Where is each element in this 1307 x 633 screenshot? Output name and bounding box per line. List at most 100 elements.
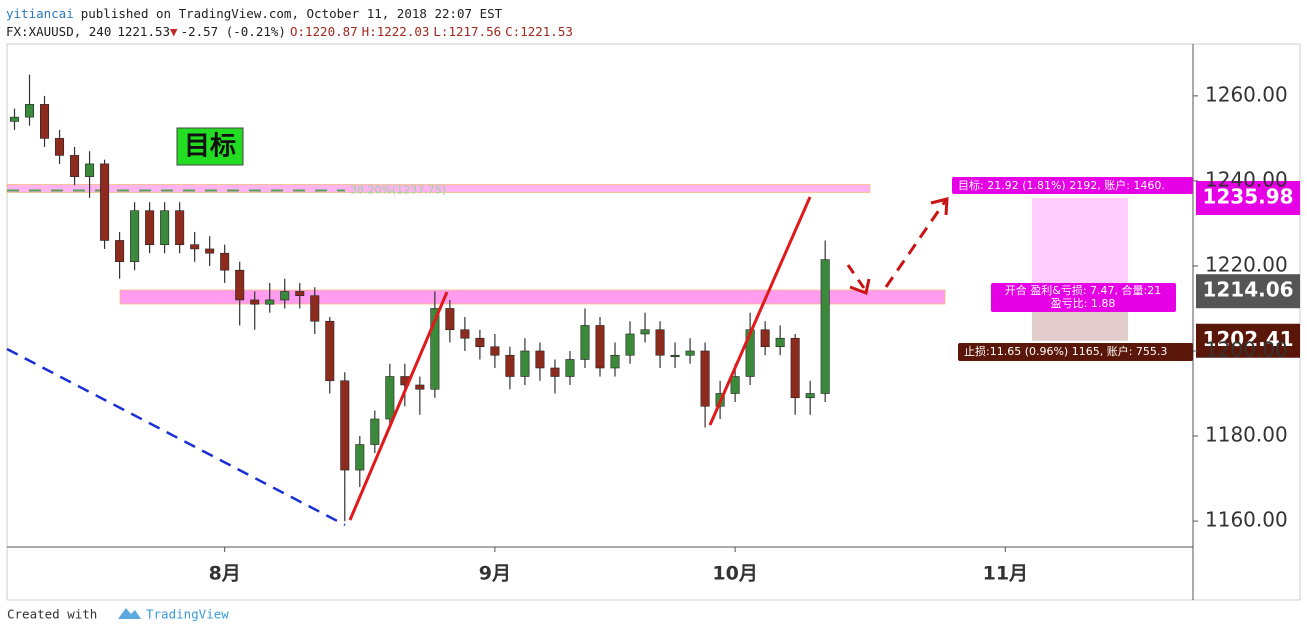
y-tick-label: 1200.00 — [1205, 337, 1288, 361]
published: published on TradingView.com, October 11… — [81, 6, 503, 21]
forecast-arrow — [884, 199, 948, 288]
annotations-back: 38.20%(1237.75) — [6, 183, 946, 305]
y-tick-label: 1260.00 — [1205, 82, 1288, 106]
fib-zone — [6, 184, 871, 193]
candle-body — [475, 337, 485, 348]
candle-body — [205, 248, 215, 254]
candle-body — [40, 104, 50, 139]
forecast-arrow — [846, 264, 868, 292]
candle-body — [685, 350, 695, 356]
last-price: 1221.53 — [117, 24, 170, 39]
trend-line — [708, 196, 812, 426]
quote-line: FX:XAUUSD, 240 1221.53▼ -2.57 (-0.21%) O:12… — [6, 24, 573, 39]
fib-label: 38.20%(1237.75) — [350, 183, 446, 196]
candle-body — [220, 252, 230, 271]
candle-body — [130, 210, 140, 262]
candle-body — [820, 259, 830, 394]
trend-line — [6, 347, 346, 527]
price-tag — [1196, 181, 1300, 216]
candle-body — [775, 337, 785, 348]
x-tick-label: 8月 — [209, 563, 241, 585]
candle-body — [790, 337, 800, 399]
candle-body — [370, 418, 380, 445]
candle-body — [25, 104, 35, 118]
candle-body — [160, 210, 170, 245]
candle-body — [100, 163, 110, 241]
candle-body — [550, 367, 560, 377]
candle-body — [595, 325, 605, 369]
candle-body — [640, 329, 650, 335]
candle-body — [385, 376, 395, 420]
price-tag — [1196, 323, 1300, 358]
candle-body — [430, 308, 440, 390]
candle-body — [670, 354, 680, 358]
candle-body — [700, 350, 710, 407]
high: H:1222.03 — [362, 24, 430, 39]
candle-body — [580, 325, 590, 360]
price-tag-label: 1214.06 — [1202, 278, 1293, 302]
annotations-front: 目标 — [6, 127, 949, 527]
candle-body — [340, 380, 350, 471]
footer-brand: TradingView — [146, 607, 229, 622]
symbol: FX:XAUUSD, 240 — [6, 24, 111, 39]
candle-body — [190, 244, 200, 250]
candle-body — [445, 308, 455, 331]
author: yitiancai — [6, 6, 74, 21]
candle-body — [145, 210, 155, 245]
candle-body — [490, 346, 500, 356]
entry-label-box — [991, 283, 1176, 312]
candle-body — [520, 350, 530, 377]
target-badge — [176, 127, 244, 166]
candle-body — [235, 269, 245, 301]
candle-body — [85, 163, 95, 177]
publish-line: yitiancai published on TradingView.com, O… — [6, 6, 503, 21]
candle-body — [10, 116, 20, 122]
candle-body — [460, 329, 470, 339]
candle-body — [115, 240, 125, 262]
close: C:1221.53 — [505, 24, 573, 39]
entry-label: 盈亏比: 1.88 — [1051, 297, 1116, 310]
y-tick-label: 1160.00 — [1205, 508, 1288, 532]
x-tick-label: 11月 — [983, 563, 1028, 585]
price-tag — [1196, 274, 1300, 309]
candle-body — [535, 350, 545, 369]
y-tick-label: 1180.00 — [1205, 423, 1288, 447]
candle-body — [730, 376, 740, 394]
change: -2.57 (-0.21%) — [181, 24, 286, 39]
candle-body — [325, 320, 335, 382]
profit-zone — [1032, 198, 1128, 292]
candle-body — [655, 329, 665, 356]
candle-body — [610, 354, 620, 369]
y-tick-label: 1240.00 — [1205, 167, 1288, 191]
candle-body — [625, 333, 635, 356]
entry-label: 开合 盈利&亏损: 7.47, 合量:21 — [1005, 283, 1161, 297]
y-tick-label: 1220.00 — [1205, 252, 1288, 276]
candle-body — [295, 291, 305, 297]
candles — [10, 74, 830, 522]
open: O:1220.87 — [290, 24, 358, 39]
trend-line — [348, 291, 449, 521]
candle-body — [760, 329, 770, 348]
position-tool: 目标: 21.92 (1.81%) 2192, 账户: 1460. 开合 盈利&亏… — [952, 177, 1300, 361]
low: L:1217.56 — [433, 24, 501, 39]
change-arrow: ▼ — [170, 24, 178, 39]
candle-body — [745, 329, 755, 377]
stop-label-box — [958, 343, 1193, 361]
target-label: 目标: 21.92 (1.81%) 2192, 账户: 1460. — [958, 178, 1165, 192]
candle-body — [505, 354, 515, 377]
target-badge-text: 目标 — [184, 132, 236, 162]
footer-text: Created with — [7, 607, 97, 622]
candle-body — [355, 444, 365, 471]
candle-body — [55, 138, 65, 156]
x-tick-label: 9月 — [479, 563, 511, 585]
candle-body — [310, 295, 320, 322]
arrow-head — [849, 278, 871, 296]
arrow-head — [930, 197, 949, 216]
candle-body — [565, 359, 575, 377]
target-label-box — [952, 177, 1193, 194]
logo — [118, 608, 141, 619]
price-tag-label: 1202.41 — [1202, 327, 1293, 351]
candle-body — [280, 291, 290, 301]
candle-body — [70, 155, 80, 177]
